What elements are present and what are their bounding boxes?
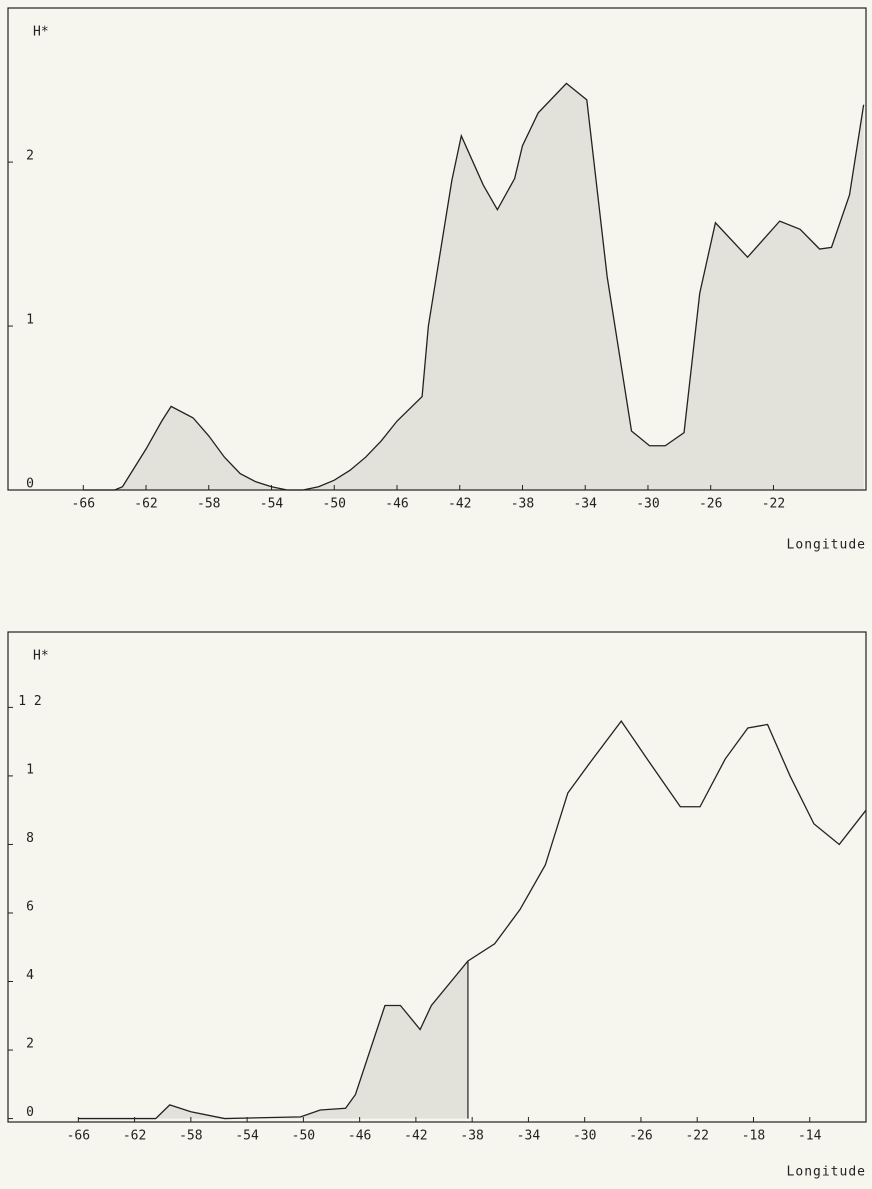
x-axis-label: Longitude xyxy=(787,1165,866,1180)
y-tick-label: 8 xyxy=(26,831,34,846)
y-tick-label: 0 xyxy=(26,477,34,492)
y-tick-label: 2 xyxy=(26,149,34,164)
shaded-area xyxy=(83,83,864,490)
y-tick-label: 1 xyxy=(26,762,34,777)
x-tick-label: -58 xyxy=(179,1129,202,1144)
x-axis-label: Longitude xyxy=(787,538,866,553)
plot-frame xyxy=(7,7,867,491)
x-tick-label: -14 xyxy=(798,1129,822,1144)
x-tick-label: -22 xyxy=(762,497,785,512)
x-tick-label: -30 xyxy=(636,497,659,512)
data-line xyxy=(78,719,867,1120)
x-tick-label: -66 xyxy=(72,497,95,512)
x-tick-label: -50 xyxy=(292,1129,315,1144)
data-line xyxy=(83,82,865,491)
x-tick-label: -66 xyxy=(67,1129,90,1144)
x-tick-label: -18 xyxy=(742,1129,765,1144)
x-tick-label: -26 xyxy=(699,497,722,512)
x-tick-label: -54 xyxy=(260,497,284,512)
y-tick-label: 1 2 xyxy=(18,694,41,709)
y-tick-label: 4 xyxy=(26,968,34,983)
y-axis-label: H* xyxy=(33,25,49,40)
x-tick-label: -46 xyxy=(348,1129,371,1144)
x-tick-label: -62 xyxy=(134,497,157,512)
x-tick-label: -42 xyxy=(404,1129,427,1144)
x-tick-label: -62 xyxy=(123,1129,146,1144)
x-tick-label: -58 xyxy=(197,497,220,512)
x-tick-label: -26 xyxy=(629,1129,652,1144)
y-tick-label: 2 xyxy=(26,1037,34,1052)
y-tick-label: 1 xyxy=(26,313,34,328)
y-tick-label: 0 xyxy=(26,1105,34,1120)
plot-frame xyxy=(7,631,867,1123)
y-tick-label: 6 xyxy=(26,899,34,914)
x-tick-label: -34 xyxy=(517,1129,541,1144)
y-axis-label: H* xyxy=(33,649,49,664)
x-tick-label: -42 xyxy=(448,497,471,512)
x-tick-label: -54 xyxy=(235,1129,259,1144)
shaded-area xyxy=(78,960,468,1119)
x-tick-label: -30 xyxy=(573,1129,596,1144)
x-tick-label: -46 xyxy=(385,497,408,512)
x-tick-label: -38 xyxy=(460,1129,483,1144)
x-tick-label: -38 xyxy=(511,497,534,512)
x-tick-label: -22 xyxy=(685,1129,708,1144)
x-tick-label: -50 xyxy=(323,497,346,512)
x-tick-label: -34 xyxy=(573,497,597,512)
